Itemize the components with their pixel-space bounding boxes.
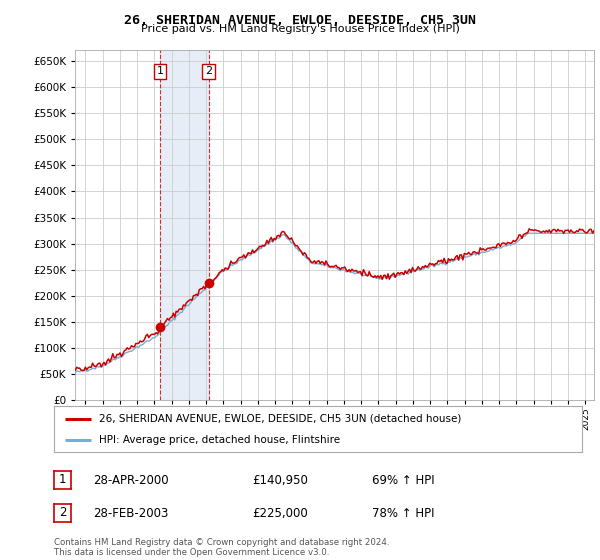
Text: 28-FEB-2003: 28-FEB-2003 bbox=[93, 507, 169, 520]
Bar bbox=[160, 50, 209, 400]
Text: 69% ↑ HPI: 69% ↑ HPI bbox=[372, 474, 434, 487]
Text: 28-APR-2000: 28-APR-2000 bbox=[93, 474, 169, 487]
Text: 78% ↑ HPI: 78% ↑ HPI bbox=[372, 507, 434, 520]
Text: 26, SHERIDAN AVENUE, EWLOE, DEESIDE, CH5 3UN: 26, SHERIDAN AVENUE, EWLOE, DEESIDE, CH5… bbox=[124, 14, 476, 27]
Text: 1: 1 bbox=[59, 473, 66, 487]
Text: HPI: Average price, detached house, Flintshire: HPI: Average price, detached house, Flin… bbox=[99, 436, 340, 445]
Text: Price paid vs. HM Land Registry's House Price Index (HPI): Price paid vs. HM Land Registry's House … bbox=[140, 24, 460, 34]
Text: 2: 2 bbox=[59, 506, 66, 520]
Text: £140,950: £140,950 bbox=[252, 474, 308, 487]
Text: Contains HM Land Registry data © Crown copyright and database right 2024.
This d: Contains HM Land Registry data © Crown c… bbox=[54, 538, 389, 557]
Text: 2: 2 bbox=[205, 66, 212, 76]
Text: 26, SHERIDAN AVENUE, EWLOE, DEESIDE, CH5 3UN (detached house): 26, SHERIDAN AVENUE, EWLOE, DEESIDE, CH5… bbox=[99, 414, 461, 424]
Text: £225,000: £225,000 bbox=[252, 507, 308, 520]
Text: 1: 1 bbox=[157, 66, 163, 76]
